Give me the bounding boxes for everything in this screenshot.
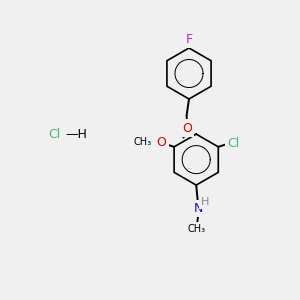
Text: H: H <box>201 197 209 207</box>
Text: N: N <box>194 202 203 215</box>
Text: O: O <box>182 122 192 135</box>
Text: CH₃: CH₃ <box>187 224 205 235</box>
Text: CH₃: CH₃ <box>134 137 152 147</box>
Text: Cl: Cl <box>227 137 239 150</box>
Text: —H: —H <box>66 128 87 142</box>
Text: O: O <box>157 136 166 149</box>
Text: F: F <box>185 33 193 46</box>
Text: Cl: Cl <box>48 128 60 142</box>
